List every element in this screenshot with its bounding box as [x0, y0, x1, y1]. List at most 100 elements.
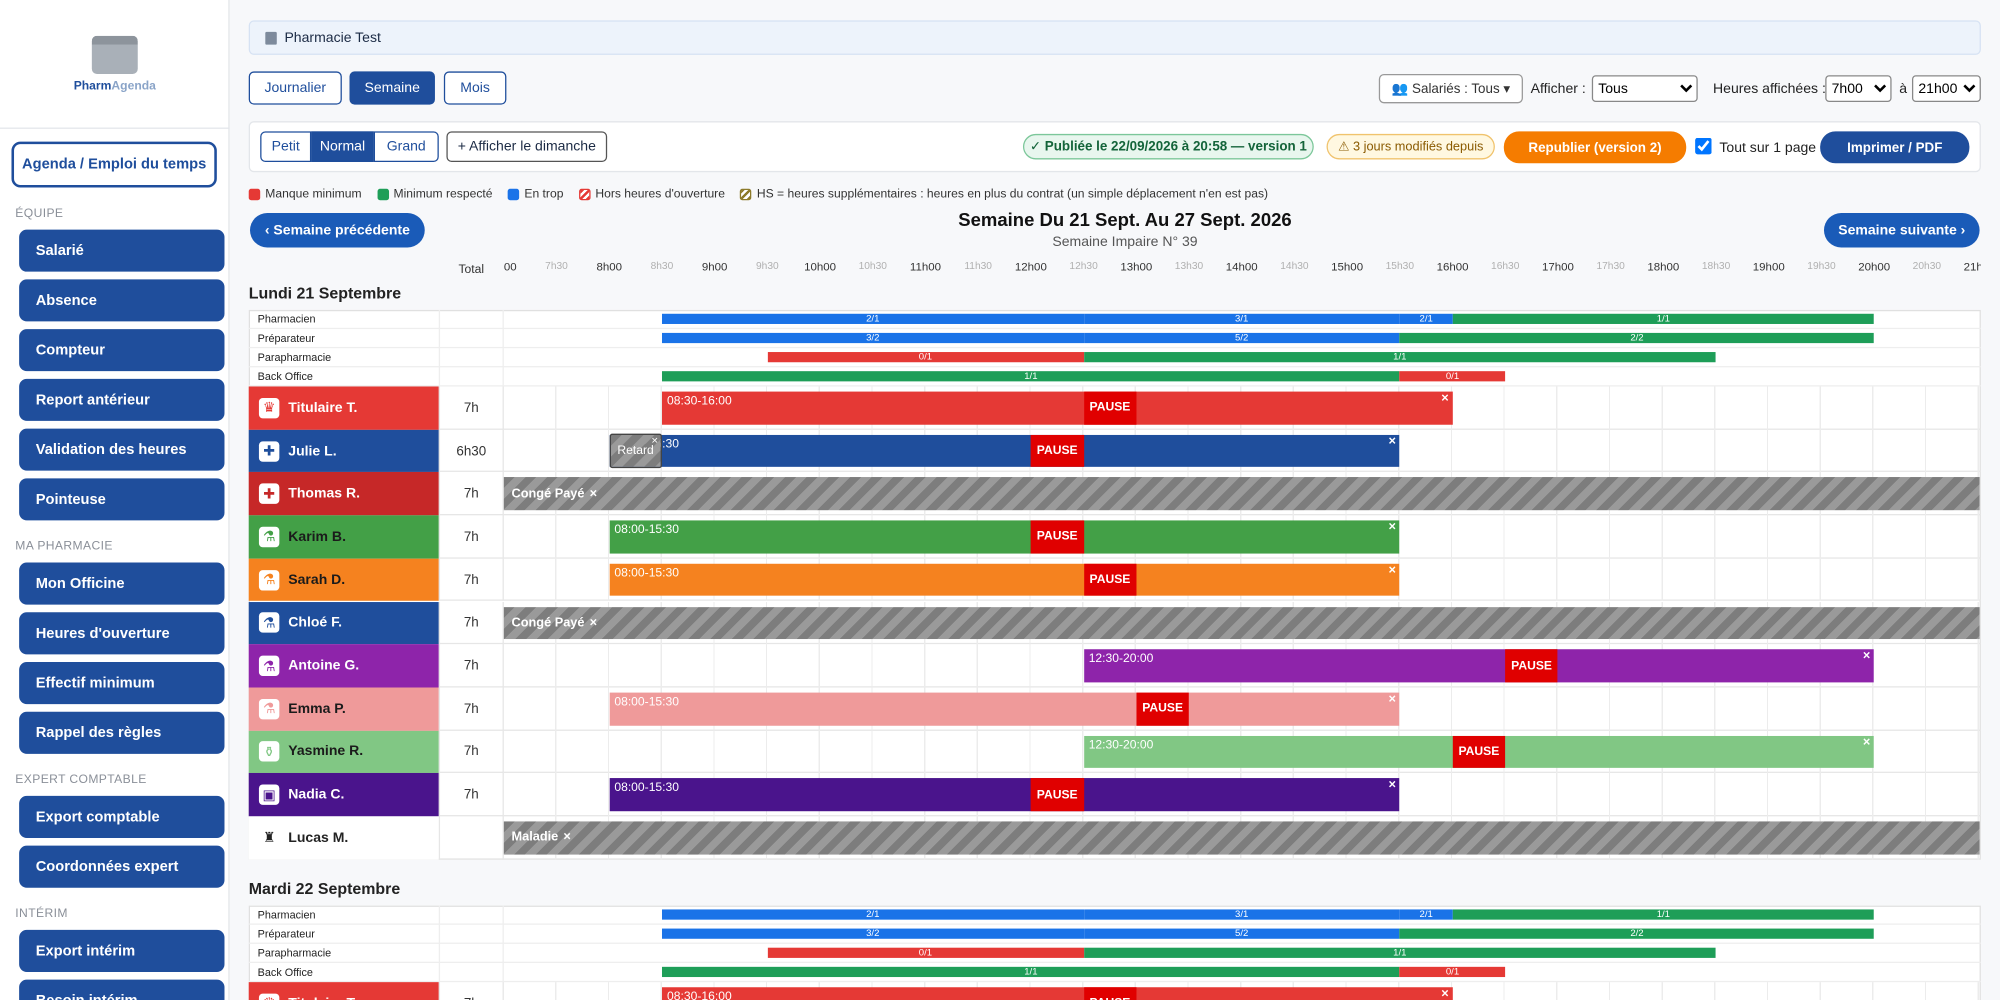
size-button[interactable]: Petit — [260, 131, 312, 162]
nav-button[interactable]: Report antérieur — [19, 378, 225, 421]
nav-button[interactable]: Pointeuse — [19, 478, 225, 521]
nav-button[interactable]: Coordonnées expert — [19, 845, 225, 888]
employee-icon: ✚ — [258, 440, 280, 462]
coverage-label: 1/1 — [1393, 947, 1407, 958]
time-tick-label: 19h30 — [1807, 260, 1836, 272]
time-tick-label: 15h00 — [1331, 260, 1364, 273]
shift-bar[interactable]: 08:00-15:30× — [609, 520, 1400, 554]
pause-label: PAUSE — [1458, 744, 1500, 759]
remove-icon[interactable]: × — [1862, 735, 1871, 750]
legend-swatch — [740, 188, 752, 201]
nav-button[interactable]: Absence — [19, 279, 225, 322]
legend-label: HS = heures supplémentaires : heures en … — [756, 187, 1269, 202]
employee-name: Yasmine R. — [288, 744, 364, 760]
legend-item: En trop — [507, 187, 563, 202]
remove-icon[interactable]: × — [1388, 520, 1396, 535]
coverage-bar: 0/1 — [1399, 371, 1506, 382]
time-tick-label: 16h00 — [1436, 260, 1469, 273]
shift-bar[interactable]: 08:00-15:30× — [609, 692, 1400, 726]
nav-button[interactable]: Effectif minimum — [19, 661, 225, 705]
time-tick-label: 20h00 — [1858, 260, 1891, 273]
primary-nav[interactable]: Agenda / Emploi du temps — [11, 141, 217, 188]
coverage-role: Parapharmacie — [257, 350, 332, 364]
absence-label: Congé Payé × — [511, 607, 597, 640]
week-title: Semaine Du 21 Sept. Au 27 Sept. 2026 — [958, 210, 1292, 231]
nav-list: ÉQUIPE Salarié Absence Compteur Report antér… — [0, 187, 230, 1000]
show-select[interactable]: Tous — [1591, 75, 1698, 103]
total-cell: 7h — [438, 644, 504, 688]
shift-bar[interactable]: 08:00-15:30 × — [609, 563, 1400, 597]
republish-button[interactable]: Republier (version 2) — [1503, 131, 1687, 164]
shift-bar[interactable]: 08:30-16:00 × — [661, 986, 1453, 1000]
coverage-row: Pharmacien — [248, 309, 1981, 330]
absence-bar[interactable]: Congé Payé × — [503, 606, 1980, 640]
nav-button[interactable]: Salarié — [19, 229, 225, 272]
shift-bar[interactable]: 12:30-20:00 × — [1083, 649, 1875, 683]
employee-filter[interactable]: 👥 Salariés : Tous ▾ — [1378, 73, 1523, 104]
employee-name: Lucas M. — [288, 830, 349, 846]
remove-icon[interactable]: × — [1388, 434, 1396, 449]
section-title: MA PHARMACIE — [15, 539, 113, 554]
pause-block: PAUSE — [1030, 520, 1084, 554]
employee-cell: ♛ Titulaire T. — [248, 981, 439, 1000]
coverage-label: 1/1 — [1656, 909, 1671, 920]
remove-icon[interactable]: × — [651, 433, 659, 447]
logo: PharmAgenda — [0, 79, 230, 93]
coverage-label: 0/1 — [1445, 371, 1460, 382]
coverage-bar: 1/1 — [661, 371, 1400, 382]
prev-week[interactable]: ‹ Semaine précédente — [249, 213, 425, 248]
nav-button[interactable]: Export intérim — [19, 929, 225, 972]
nav-button[interactable]: Compteur — [19, 329, 225, 372]
shift-time: 08:00-15:30 — [614, 566, 680, 581]
one-page-checkbox[interactable] — [1695, 137, 1712, 155]
remove-icon[interactable]: × — [1388, 778, 1396, 793]
nav-button[interactable]: Export comptable — [19, 795, 225, 839]
shift-bar[interactable]: 08:30-16:00 × — [661, 391, 1453, 425]
time-tick-label: 15h30 — [1385, 260, 1415, 272]
remove-icon[interactable]: × — [589, 486, 598, 501]
remove-icon[interactable]: × — [1441, 391, 1449, 406]
employee-icon: ✚ — [258, 483, 280, 505]
absence-bar[interactable]: Maladie × — [503, 821, 1980, 855]
coverage-label: 2/1 — [1419, 313, 1433, 324]
nav-button[interactable]: Rappel des règles — [19, 711, 225, 754]
coverage-role: Pharmacien — [257, 907, 316, 921]
shift-time: 08:30-16:00 — [667, 394, 732, 409]
nav-button[interactable]: Besoin intérim — [19, 979, 225, 1000]
view-button[interactable]: Mois — [443, 71, 507, 105]
absence-bar[interactable]: Congé Payé × — [503, 477, 1980, 511]
view-button[interactable]: Journalier — [248, 71, 342, 105]
hours-from[interactable]: 7h00 — [1825, 75, 1892, 103]
print-button[interactable]: Imprimer / PDF — [1820, 131, 1970, 164]
coverage-role: Parapharmacie — [257, 946, 332, 959]
employee-cell: ⚗ Sarah D. — [248, 558, 439, 602]
remove-icon[interactable]: × — [589, 615, 598, 630]
remove-icon[interactable]: × — [1862, 649, 1871, 664]
hours-to[interactable]: 21h00 — [1911, 75, 1981, 103]
pause-label: PAUSE — [1036, 529, 1078, 544]
employee-name: Titulaire T. — [288, 996, 357, 1000]
view-button[interactable]: Semaine — [349, 71, 435, 105]
employee-cell: ⚗ Emma P. — [248, 687, 439, 731]
nav-button[interactable]: Heures d'ouverture — [19, 612, 225, 655]
size-button[interactable]: Grand — [373, 131, 439, 162]
nav-button[interactable]: Validation des heures — [19, 428, 225, 471]
time-tick-label: 10h00 — [804, 260, 837, 273]
employee-icon: ⚗ — [258, 612, 280, 634]
remove-icon[interactable]: × — [1388, 692, 1396, 707]
total-cell: 7h — [438, 981, 504, 1000]
time-tick-label: 14h00 — [1225, 260, 1258, 273]
sunday-toggle[interactable]: + Afficher le dimanche — [446, 131, 608, 162]
shift-bar[interactable]: 08:00-15:30× — [609, 434, 1400, 468]
pharmacy-name: Pharmacie Test — [284, 29, 381, 46]
total-cell — [438, 816, 504, 860]
employee-icon: ▣ — [258, 784, 280, 806]
size-button[interactable]: Normal — [311, 131, 374, 162]
shift-bar[interactable]: 08:00-15:30× — [609, 778, 1400, 812]
remove-icon[interactable]: × — [1388, 563, 1396, 578]
next-week[interactable]: Semaine suivante › — [1823, 213, 1980, 248]
pause-block: PAUSE — [1083, 391, 1137, 425]
nav-button[interactable]: Mon Officine — [19, 562, 225, 605]
remove-icon[interactable]: × — [563, 830, 571, 845]
remove-icon[interactable]: × — [1441, 986, 1449, 1000]
